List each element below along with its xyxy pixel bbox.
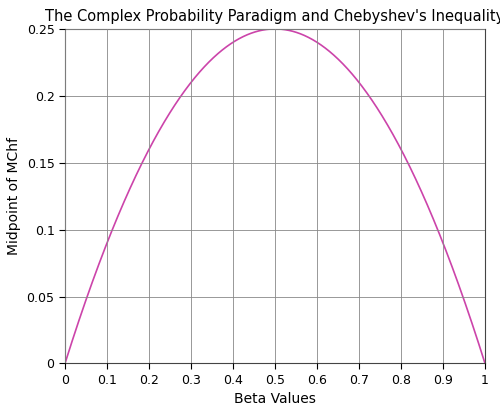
Y-axis label: Midpoint of MChf: Midpoint of MChf bbox=[7, 137, 21, 255]
Title: The Complex Probability Paradigm and Chebyshev's Inequality: The Complex Probability Paradigm and Che… bbox=[46, 9, 500, 24]
X-axis label: Beta Values: Beta Values bbox=[234, 392, 316, 406]
